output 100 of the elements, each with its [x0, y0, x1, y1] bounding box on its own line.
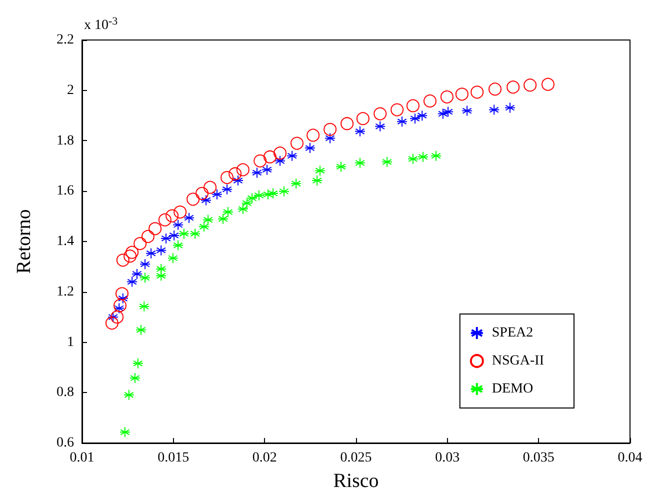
point [274, 155, 286, 166]
x-tick-label: 0.01 [70, 450, 94, 466]
point [174, 206, 187, 219]
point [390, 103, 404, 116]
point [222, 206, 234, 218]
point [268, 188, 279, 199]
y-tick-label: 1.8 [56, 133, 74, 148]
point [246, 192, 258, 204]
point [136, 324, 146, 336]
point [470, 86, 484, 99]
point [340, 117, 354, 130]
point [418, 151, 429, 162]
point [117, 292, 128, 304]
point [356, 112, 370, 126]
point [324, 132, 336, 144]
point [262, 164, 273, 176]
point [254, 154, 267, 168]
legend-label: NSGA-II [492, 354, 544, 368]
point [202, 214, 214, 226]
point [158, 213, 172, 226]
x-tick-label: 0.03 [435, 450, 460, 466]
y-axis-title: Retorno [13, 209, 35, 274]
point [134, 237, 147, 250]
legend-label: DEMO [492, 382, 534, 396]
point [462, 105, 473, 116]
point [105, 316, 118, 330]
y-tick-label: 0.6 [56, 436, 74, 450]
point [306, 128, 320, 142]
point [314, 165, 326, 176]
point [290, 178, 302, 190]
point [184, 212, 195, 224]
point [354, 126, 366, 137]
point [198, 221, 210, 232]
point [186, 192, 200, 206]
point [304, 142, 316, 154]
point [263, 150, 276, 164]
point [274, 146, 287, 160]
point [504, 102, 516, 114]
point [114, 302, 125, 314]
point [131, 268, 142, 280]
point [286, 150, 298, 162]
y-tick-label: 1.6 [56, 184, 74, 199]
x-tick-label: 0.025 [340, 450, 372, 466]
point [278, 186, 290, 197]
point [204, 180, 217, 194]
legend-label: SPEA2 [492, 326, 534, 340]
point [251, 167, 262, 178]
point [488, 104, 500, 116]
x-axis-title: Risco [333, 470, 379, 492]
point [374, 107, 387, 120]
point [237, 204, 248, 215]
point [312, 175, 323, 186]
y-tick-label: 1.4 [56, 234, 74, 249]
point [108, 312, 119, 323]
point [116, 254, 130, 267]
point [324, 122, 337, 136]
x-tick-label: 0.015 [158, 450, 190, 466]
point [241, 198, 252, 209]
point [156, 244, 167, 256]
point [110, 310, 124, 324]
point [218, 213, 229, 224]
point [156, 270, 167, 282]
point [123, 389, 134, 400]
point [488, 82, 502, 96]
point [138, 300, 150, 312]
point [410, 113, 420, 124]
point [254, 190, 265, 201]
point [168, 230, 180, 241]
point [146, 248, 157, 259]
point [440, 90, 454, 104]
point [442, 106, 454, 118]
point [437, 108, 448, 120]
point [160, 232, 172, 244]
x-tick-label: 0.035 [522, 450, 554, 466]
point [220, 171, 234, 184]
point [132, 358, 144, 369]
point [407, 153, 418, 164]
point [172, 219, 184, 230]
point [190, 228, 201, 240]
point [126, 246, 139, 259]
point [140, 258, 151, 270]
point [141, 230, 154, 243]
y-tick-label: 0.8 [56, 385, 74, 400]
point [506, 80, 520, 94]
point [406, 99, 420, 112]
y-tick-label: 2.2 [56, 32, 74, 48]
point [236, 163, 250, 176]
point [336, 161, 347, 172]
y-tick-label: 1 [67, 334, 74, 350]
point [116, 287, 129, 300]
point [262, 188, 274, 200]
y-tick-label: 2 [67, 82, 74, 98]
point [354, 157, 366, 168]
point [178, 228, 190, 240]
x-tick-label: 0.04 [618, 450, 642, 466]
point [416, 110, 428, 122]
point [396, 116, 408, 128]
point [126, 276, 138, 288]
point [148, 222, 162, 236]
point [222, 184, 233, 195]
